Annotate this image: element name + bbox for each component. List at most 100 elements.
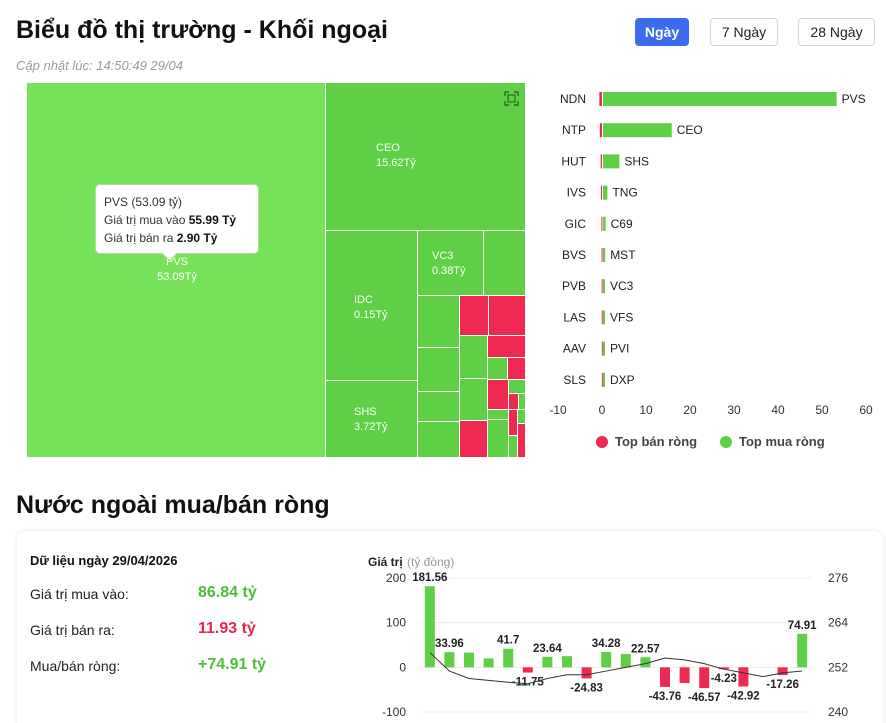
- buy-ticker-label: TNG: [612, 186, 637, 200]
- treemap-tile[interactable]: [488, 380, 509, 410]
- treemap-tile[interactable]: [518, 424, 526, 458]
- sell-ticker-label: NTP: [562, 123, 586, 137]
- treemap-tile[interactable]: [488, 420, 509, 458]
- expand-icon[interactable]: [504, 91, 519, 106]
- range-28-days-button[interactable]: 28 Ngày: [798, 18, 875, 46]
- net-data-label: -11.75: [512, 677, 545, 689]
- y2-tick-label: 264: [828, 616, 848, 630]
- treemap-tile[interactable]: [460, 336, 488, 379]
- sell-ticker-label: IVS: [567, 186, 586, 200]
- buy-bar: [603, 341, 605, 356]
- net-bar: [699, 667, 710, 689]
- sell-bar: [601, 310, 603, 325]
- buy-bar: [603, 216, 606, 231]
- buy-ticker-label: C69: [611, 217, 633, 231]
- buy-bar: [603, 372, 605, 387]
- tile-ticker: CEO: [376, 142, 400, 154]
- treemap-tile[interactable]: [509, 410, 518, 436]
- net-data-label: 33.96: [435, 638, 464, 650]
- treemap-tile-ceo[interactable]: CEO 15.62Tỷ: [326, 83, 526, 231]
- sell-ticker-label: PVB: [562, 279, 586, 293]
- net-value: +74.91 tỷ: [198, 656, 267, 673]
- sell-bar: [599, 92, 602, 106]
- treemap-tile[interactable]: [509, 436, 518, 458]
- net-bar: [620, 653, 631, 668]
- legend-buy-label: Top mua ròng: [739, 434, 825, 449]
- tile-value: 0.15Tỷ: [354, 309, 388, 321]
- range-7-days-button[interactable]: 7 Ngày: [710, 18, 778, 46]
- range-day-button[interactable]: Ngày: [635, 18, 689, 46]
- buy-bar: [603, 123, 672, 138]
- buy-ticker-label: DXP: [610, 373, 635, 387]
- treemap-tile[interactable]: [418, 296, 460, 348]
- net-data-label: -17.26: [766, 679, 799, 691]
- sell-bar: [600, 154, 602, 169]
- tooltip-buy-value: 55.99 Tỷ: [188, 213, 237, 227]
- page-title: Biểu đồ thị trường - Khối ngoại: [16, 16, 388, 44]
- sell-value: 11.93 tỷ: [198, 620, 256, 637]
- treemap-tile[interactable]: [509, 394, 519, 410]
- sell-ticker-label: GIC: [565, 217, 587, 231]
- treemap-tile[interactable]: [484, 231, 526, 296]
- sell-bar: [600, 185, 602, 200]
- net-card: [17, 531, 883, 723]
- treemap-tile[interactable]: [509, 380, 526, 394]
- net-data-label: -4.23: [711, 673, 737, 685]
- treemap-tile[interactable]: [488, 410, 509, 420]
- buy-ticker-label: PVI: [610, 342, 629, 356]
- treemap-tile[interactable]: [488, 358, 508, 380]
- legend-buy-marker: [720, 436, 732, 448]
- net-data-label: -43.76: [649, 691, 682, 703]
- index-line: [429, 652, 803, 685]
- net-bar: [718, 667, 729, 670]
- treemap-tile[interactable]: [460, 296, 489, 336]
- x-tick-label: 0: [599, 403, 606, 417]
- tile-ticker: IDC: [354, 294, 373, 306]
- tile-ticker: VC3: [432, 250, 454, 262]
- treemap-tile-shs[interactable]: SHS 3.72Tỷ: [326, 381, 418, 458]
- buy-bar: [603, 310, 605, 325]
- buy-bar: [603, 154, 620, 169]
- x-tick-label: 50: [815, 403, 829, 417]
- treemap-tile[interactable]: [488, 336, 526, 358]
- tooltip-sell-label: Giá trị bán ra: [104, 231, 174, 245]
- net-bar: [581, 667, 592, 679]
- sell-bar: [601, 372, 603, 387]
- treemap-tile-vc3[interactable]: VC3 0.38Tỷ: [418, 231, 484, 296]
- tile-value: 3.72Tỷ: [354, 421, 388, 433]
- treemap-tile[interactable]: [519, 394, 526, 410]
- net-section-title: Nước ngoài mua/bán ròng: [16, 491, 330, 519]
- net-bar: [542, 656, 553, 668]
- treemap-tile-idc[interactable]: IDC 0.15Tỷ: [326, 231, 418, 381]
- net-bar: [640, 657, 651, 668]
- treemap-tile[interactable]: [518, 410, 526, 424]
- legend-sell-marker: [596, 436, 608, 448]
- treemap-tile[interactable]: [418, 422, 460, 458]
- treemap-tile[interactable]: [460, 421, 488, 458]
- y2-tick-label: 276: [828, 571, 848, 585]
- net-value-label: Mua/bán ròng:: [30, 658, 121, 674]
- buy-ticker-label: PVS: [842, 92, 866, 106]
- net-flow-chart: Giá trị (tỷ đồng) -100 0 100 200 240 252 264 276 1…: [368, 555, 848, 719]
- net-data-label: -46.57: [688, 692, 721, 704]
- buy-ticker-label: MST: [610, 248, 636, 262]
- treemap-tile[interactable]: [508, 358, 526, 380]
- last-updated: Cập nhật lúc: 14:50:49 29/04: [16, 58, 183, 73]
- legend-sell-label: Top bán ròng: [615, 434, 697, 449]
- sell-bar: [601, 216, 603, 231]
- buy-bar: [603, 279, 605, 294]
- y-axis-label: Giá trị: [368, 555, 403, 569]
- treemap-tile[interactable]: [460, 379, 488, 421]
- treemap-tile[interactable]: [418, 392, 460, 422]
- y-tick-label: -100: [382, 705, 406, 719]
- tile-ticker: PVS: [165, 256, 188, 268]
- tooltip-sell-row: Giá trị bán ra 2.90 Tỷ: [104, 229, 250, 247]
- sell-bar: [599, 123, 602, 138]
- buy-value: 86.84 tỷ: [198, 584, 257, 601]
- net-data-label: 41.7: [497, 635, 519, 647]
- treemap-tile[interactable]: [418, 348, 460, 392]
- treemap-tile[interactable]: [489, 296, 526, 336]
- net-data-label: 181.56: [412, 572, 447, 584]
- data-date-label: Dữ liệu ngày 29/04/2026: [30, 553, 178, 568]
- treemap-tile-pvs[interactable]: PVS 53.09Tỷ: [27, 83, 326, 458]
